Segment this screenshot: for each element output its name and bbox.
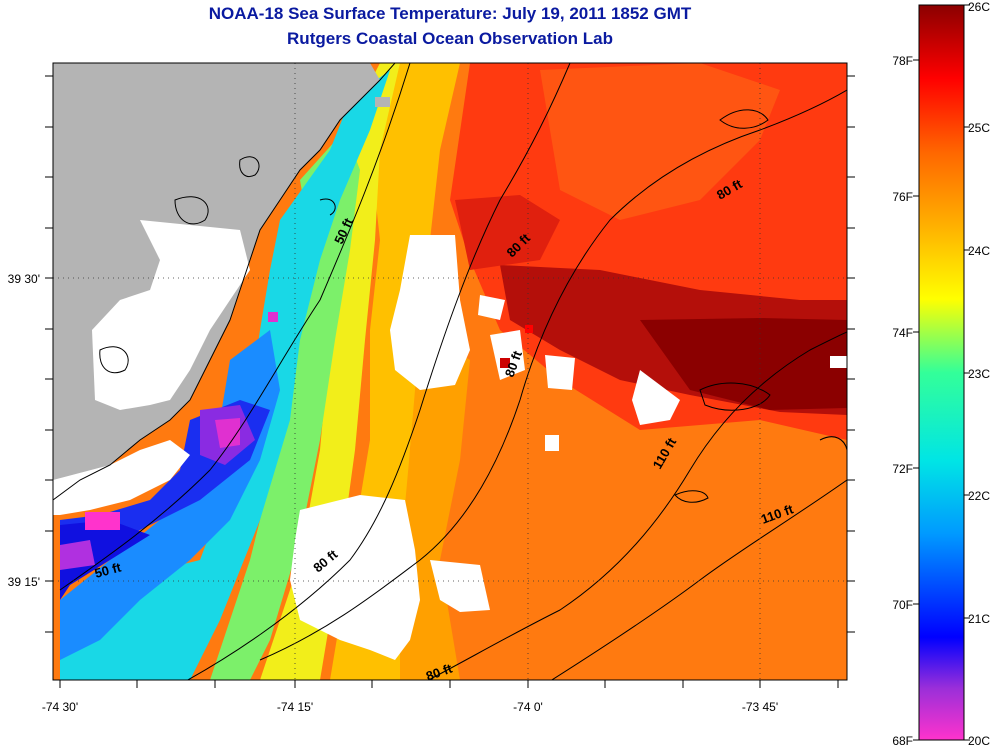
- map-title: NOAA-18 Sea Surface Temperature: July 19…: [208, 4, 692, 23]
- colorbar-fahrenheit-label: 68F: [892, 734, 913, 748]
- colorbar-fahrenheit-label: 74F: [892, 326, 913, 340]
- lat-tick-label: 39 30': [8, 272, 40, 286]
- colorbar-celsius-label: 25C: [968, 121, 990, 135]
- lon-tick-label: -74 15': [277, 700, 313, 714]
- colorbar-celsius-label: 22C: [968, 489, 990, 503]
- lon-tick-label: -74 30': [42, 700, 78, 714]
- colorbar-celsius-label: 26C: [968, 0, 990, 14]
- lat-tick-label: 39 15': [8, 575, 40, 589]
- colorbar-fahrenheit-label: 76F: [892, 190, 913, 204]
- map-subtitle: Rutgers Coastal Ocean Observation Lab: [287, 29, 613, 48]
- colorbar-celsius-label: 20C: [968, 734, 990, 748]
- colorbar: [919, 5, 964, 740]
- lon-tick-label: -73 45': [742, 700, 778, 714]
- lon-tick-label: -74 0': [513, 700, 543, 714]
- colorbar-celsius-label: 23C: [968, 367, 990, 381]
- colorbar-celsius-label: 24C: [968, 244, 990, 258]
- colorbar-fahrenheit-label: 72F: [892, 462, 913, 476]
- colorbar-fahrenheit-label: 78F: [892, 54, 913, 68]
- colorbar-fahrenheit-label: 70F: [892, 598, 913, 612]
- contour-label: 50 ft: [93, 559, 123, 581]
- map-panel: [53, 63, 847, 680]
- colorbar-celsius-label: 21C: [968, 612, 990, 626]
